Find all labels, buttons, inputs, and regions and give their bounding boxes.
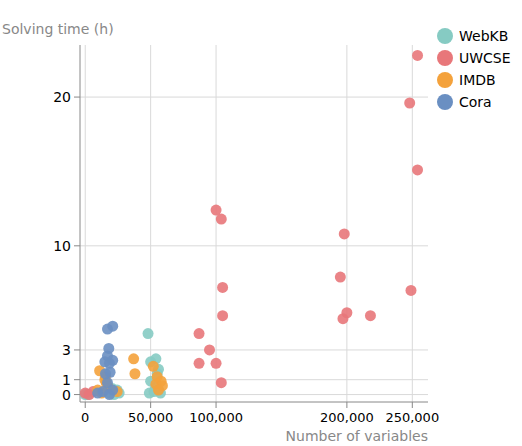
point xyxy=(153,385,164,396)
tick-mark xyxy=(346,402,347,408)
point xyxy=(365,310,376,321)
point xyxy=(217,282,228,293)
legend-swatch xyxy=(437,94,453,110)
tick-mark xyxy=(74,349,80,350)
point xyxy=(105,367,116,378)
tick-mark xyxy=(412,402,413,408)
legend-swatch xyxy=(437,72,453,88)
point xyxy=(405,285,416,296)
tick-label: 3 xyxy=(62,342,71,358)
grid-line xyxy=(80,245,428,246)
point xyxy=(404,98,415,109)
grid-line xyxy=(85,45,86,402)
point xyxy=(107,321,118,332)
points xyxy=(80,50,423,400)
point xyxy=(412,50,423,61)
point xyxy=(412,164,423,175)
point xyxy=(217,310,228,321)
point xyxy=(148,361,159,372)
legend-swatch xyxy=(437,28,453,44)
tick-mark xyxy=(74,379,80,380)
grid-line xyxy=(150,45,151,402)
grid-line xyxy=(80,97,428,98)
point xyxy=(128,353,139,364)
grid-line xyxy=(216,45,217,402)
point xyxy=(339,228,350,239)
x-axis-title: Number of variables xyxy=(286,428,428,444)
tick-label: 100,000 xyxy=(189,410,243,425)
y-axis-title: Solving time (h) xyxy=(2,21,114,37)
tick-label: 0 xyxy=(62,387,71,403)
tick-label: 1 xyxy=(62,372,71,388)
point xyxy=(104,389,115,400)
legend-label: WebKB xyxy=(459,28,508,44)
point xyxy=(129,368,140,379)
tick-label: 50,000 xyxy=(128,410,174,425)
tick-mark xyxy=(216,402,217,408)
point xyxy=(211,358,222,369)
tick-mark xyxy=(150,402,151,408)
x-axis-line xyxy=(80,402,428,403)
tick-mark xyxy=(74,97,80,98)
tick-label: 10 xyxy=(53,238,71,254)
point xyxy=(143,328,154,339)
grid-line xyxy=(346,45,347,402)
grid xyxy=(74,45,428,408)
legend: WebKB UWCSE IMDB Cora xyxy=(437,28,511,110)
legend-swatch xyxy=(437,50,453,66)
tick-label: 0 xyxy=(81,410,89,425)
y-axis-line xyxy=(80,45,81,402)
point xyxy=(216,214,227,225)
tick-mark xyxy=(74,394,80,395)
legend-label: UWCSE xyxy=(459,50,511,66)
grid-line xyxy=(80,379,428,380)
point xyxy=(337,313,348,324)
point xyxy=(194,358,205,369)
legend-label: Cora xyxy=(459,94,492,110)
point xyxy=(204,344,215,355)
grid-line xyxy=(80,349,428,350)
tick-mark xyxy=(85,402,86,408)
legend-label: IMDB xyxy=(459,72,496,88)
point xyxy=(153,385,164,396)
point xyxy=(92,388,103,399)
tick-mark xyxy=(74,245,80,246)
point xyxy=(194,328,205,339)
point xyxy=(335,272,346,283)
point xyxy=(216,377,227,388)
grid-line xyxy=(80,394,428,395)
chart: 0131020050,000100,000200,000250,000Solvi… xyxy=(0,0,522,446)
tick-label: 250,000 xyxy=(385,410,439,425)
tick-label: 200,000 xyxy=(320,410,374,425)
tick-label: 20 xyxy=(53,89,71,105)
